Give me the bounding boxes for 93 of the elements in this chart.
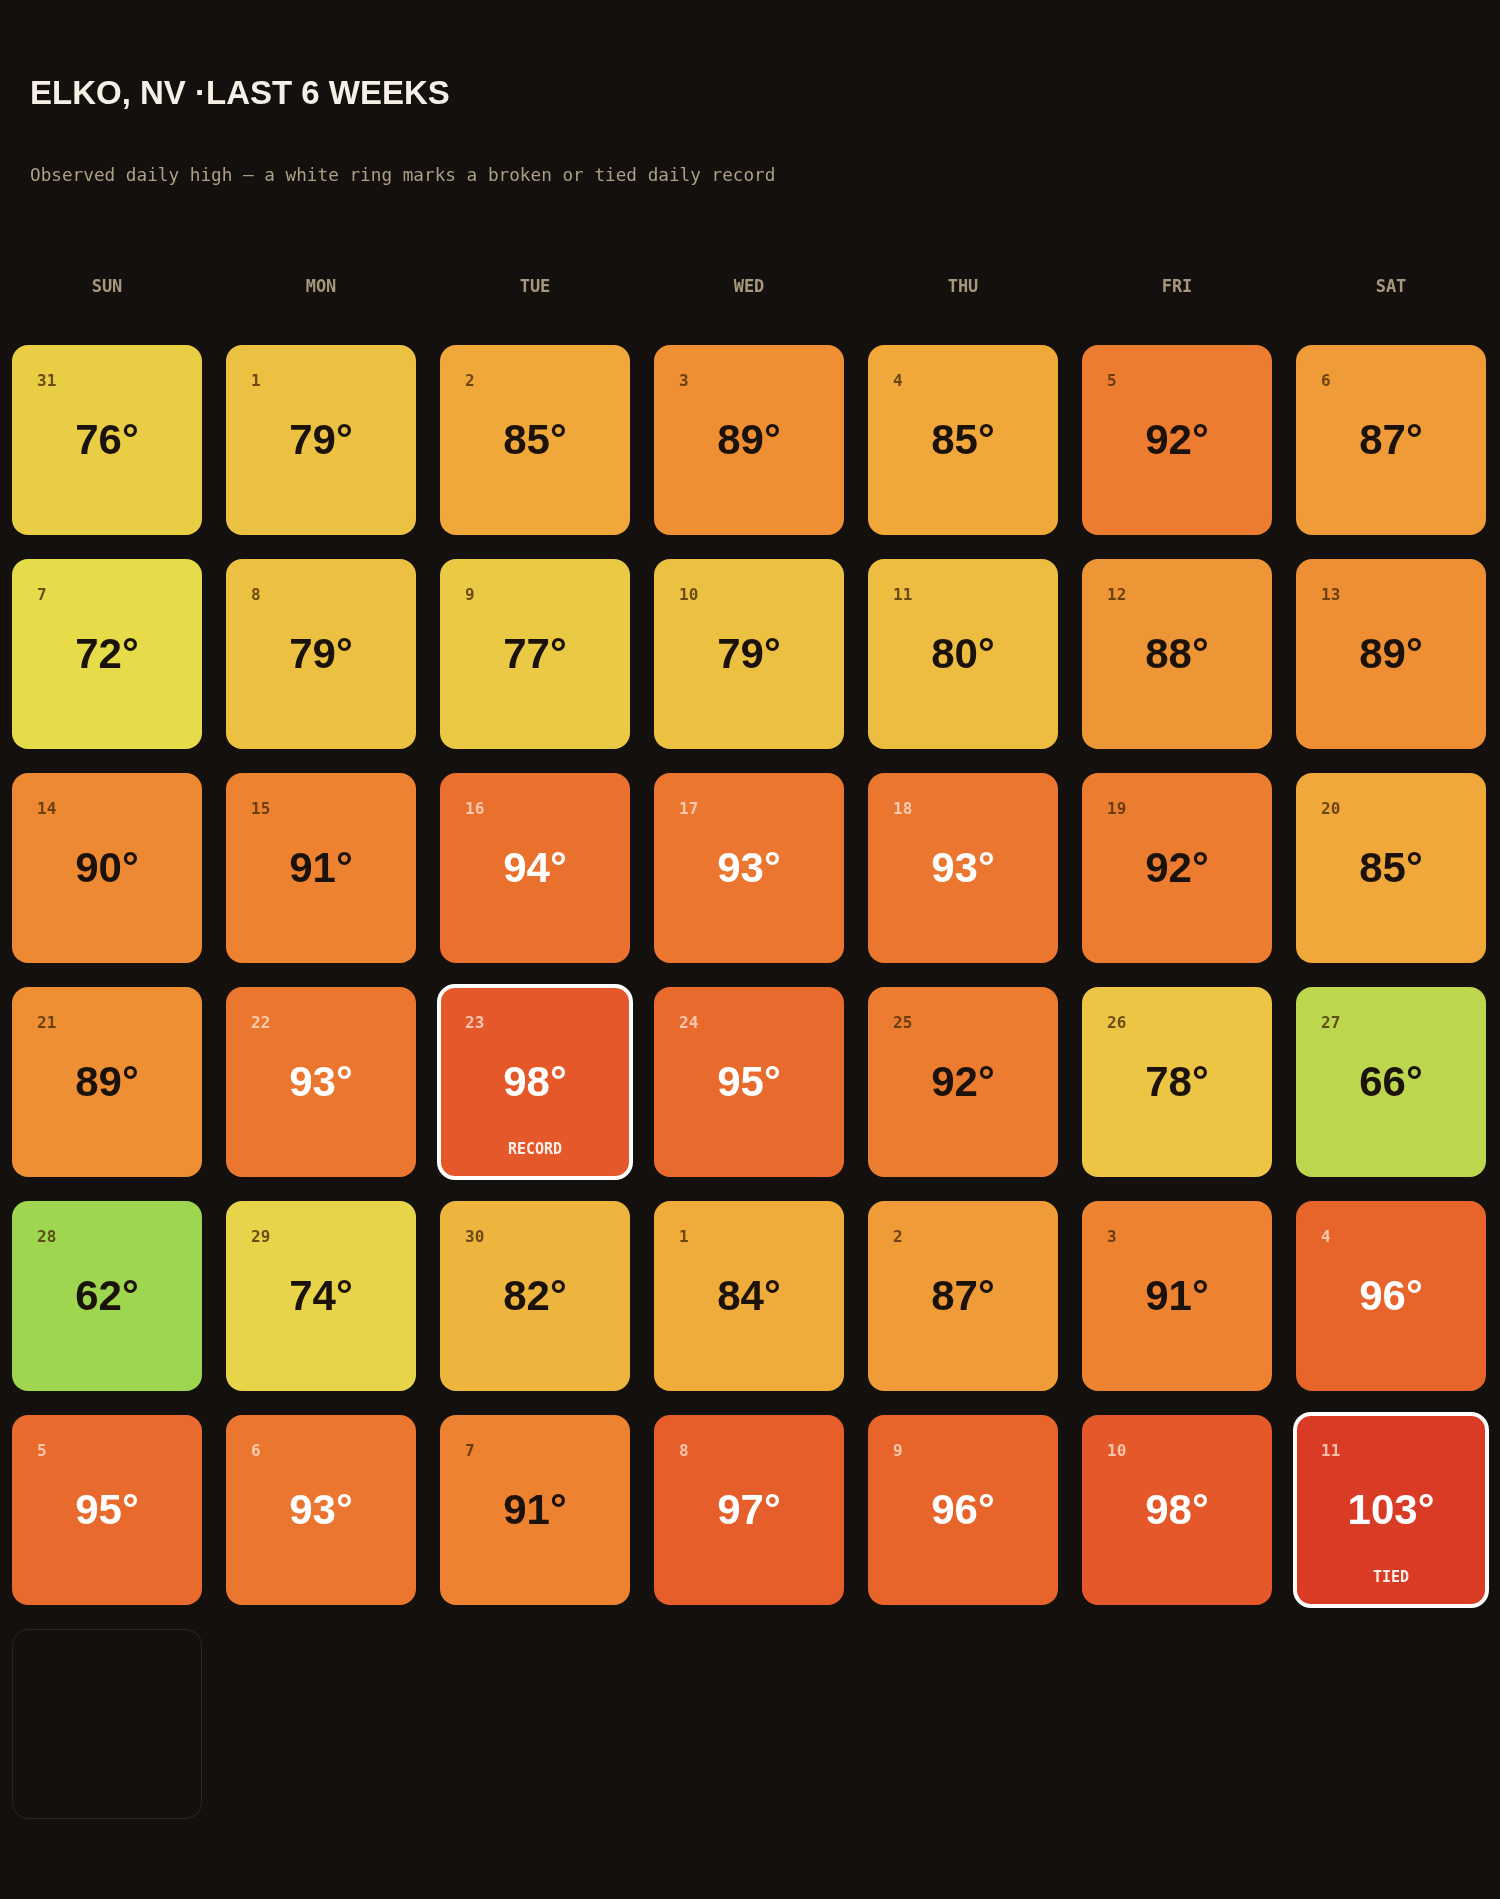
annotation: 20 xyxy=(1321,799,1341,819)
data-label: 76° xyxy=(75,415,139,463)
x-tick-label: MON xyxy=(305,276,337,297)
annotation: 3 xyxy=(679,371,689,391)
data-label: 85° xyxy=(503,415,567,463)
data-label: 79° xyxy=(717,629,781,677)
annotation: 10 xyxy=(679,585,699,605)
data-label: 98° RECORD xyxy=(503,1057,567,1158)
annotation: 24 xyxy=(679,1013,699,1033)
data-label: 85° xyxy=(931,415,995,463)
annotation: 14 xyxy=(37,799,57,819)
data-label: 74° xyxy=(289,1271,353,1319)
data-label: 97° xyxy=(717,1485,781,1533)
data-label: 93° xyxy=(717,843,781,891)
annotation: 6 xyxy=(1321,371,1331,391)
data-label: 91° xyxy=(1145,1271,1209,1319)
data-label: 79° xyxy=(289,415,353,463)
annotation: 29 xyxy=(251,1227,271,1247)
annotation: 7 xyxy=(465,1441,475,1461)
annotation: 3 xyxy=(1107,1227,1117,1247)
chart-title: ELKO, NV ·LAST 6 WEEKS xyxy=(30,74,450,111)
annotation: 8 xyxy=(251,585,261,605)
annotation: 2 xyxy=(893,1227,903,1247)
data-label: 89° xyxy=(717,415,781,463)
annotation: 15 xyxy=(251,799,271,819)
data-label: 87° xyxy=(931,1271,995,1319)
annotation: 23 xyxy=(465,1013,485,1033)
annotation: 4 xyxy=(893,371,903,391)
annotation: 1 xyxy=(251,371,261,391)
annotation: 31 xyxy=(37,371,57,391)
annotation: 8 xyxy=(679,1441,689,1461)
data-label: 77° xyxy=(503,629,567,677)
annotation: 30 xyxy=(465,1227,485,1247)
data-label: 79° xyxy=(289,629,353,677)
annotation: 2 xyxy=(465,371,475,391)
data-label: 94° xyxy=(503,843,567,891)
data-label: 89° xyxy=(75,1057,139,1105)
annotation: 1 xyxy=(679,1227,689,1247)
x-tick-label: FRI xyxy=(1161,276,1193,297)
data-label: 92° xyxy=(931,1057,995,1105)
annotation: 5 xyxy=(37,1441,47,1461)
x-tick-label: THU xyxy=(947,276,979,297)
data-label: 62° xyxy=(75,1271,139,1319)
annotation: 5 xyxy=(1107,371,1117,391)
x-tick-label: SAT xyxy=(1375,276,1407,297)
annotation: 16 xyxy=(465,799,485,819)
annotation: 26 xyxy=(1107,1013,1127,1033)
x-tick-label: WED xyxy=(733,276,765,297)
data-label: 92° xyxy=(1145,843,1209,891)
annotation: 10 xyxy=(1107,1441,1127,1461)
data-label: 78° xyxy=(1145,1057,1209,1105)
data-label: 96° xyxy=(1359,1271,1423,1319)
data-label: 84° xyxy=(717,1271,781,1319)
data-label: 91° xyxy=(503,1485,567,1533)
data-label: 80° xyxy=(931,629,995,677)
data-label: 98° xyxy=(1145,1485,1209,1533)
data-label: 88° xyxy=(1145,629,1209,677)
annotation: 19 xyxy=(1107,799,1127,819)
data-label: 82° xyxy=(503,1271,567,1319)
data-label: 93° xyxy=(931,843,995,891)
annotation: 25 xyxy=(893,1013,913,1033)
annotation: 18 xyxy=(893,799,913,819)
data-label: 91° xyxy=(289,843,353,891)
data-label: 95° xyxy=(717,1057,781,1105)
annotation: 9 xyxy=(465,585,475,605)
annotation: 28 xyxy=(37,1227,57,1247)
annotation: 7 xyxy=(37,585,47,605)
annotation: 6 xyxy=(251,1441,261,1461)
data-label: 103° TIED xyxy=(1347,1485,1435,1586)
data-label: 87° xyxy=(1359,415,1423,463)
data-label: 95° xyxy=(75,1485,139,1533)
data-label: 92° xyxy=(1145,415,1209,463)
data-label: 66° xyxy=(1359,1057,1423,1105)
data-label: 93° xyxy=(289,1057,353,1105)
annotation: 17 xyxy=(679,799,699,819)
annotation: 27 xyxy=(1321,1013,1341,1033)
data-label: 96° xyxy=(931,1485,995,1533)
annotation: 11 xyxy=(893,585,913,605)
x-tick-label: TUE xyxy=(519,276,551,297)
annotation: 13 xyxy=(1321,585,1341,605)
annotation: 12 xyxy=(1107,585,1127,605)
chart-subtitle: Observed daily high — a white ring marks a broken or tied daily record xyxy=(30,165,776,185)
data-label: 85° xyxy=(1359,843,1423,891)
data-label: 90° xyxy=(75,843,139,891)
annotation: 4 xyxy=(1321,1227,1331,1247)
annotation: 11 xyxy=(1321,1441,1341,1461)
data-label: 89° xyxy=(1359,629,1423,677)
annotation: 9 xyxy=(893,1441,903,1461)
x-tick-label: SUN xyxy=(91,276,123,297)
annotation: 22 xyxy=(251,1013,271,1033)
data-label: 72° xyxy=(75,629,139,677)
annotation: 21 xyxy=(37,1013,57,1033)
data-label: 93° xyxy=(289,1485,353,1533)
